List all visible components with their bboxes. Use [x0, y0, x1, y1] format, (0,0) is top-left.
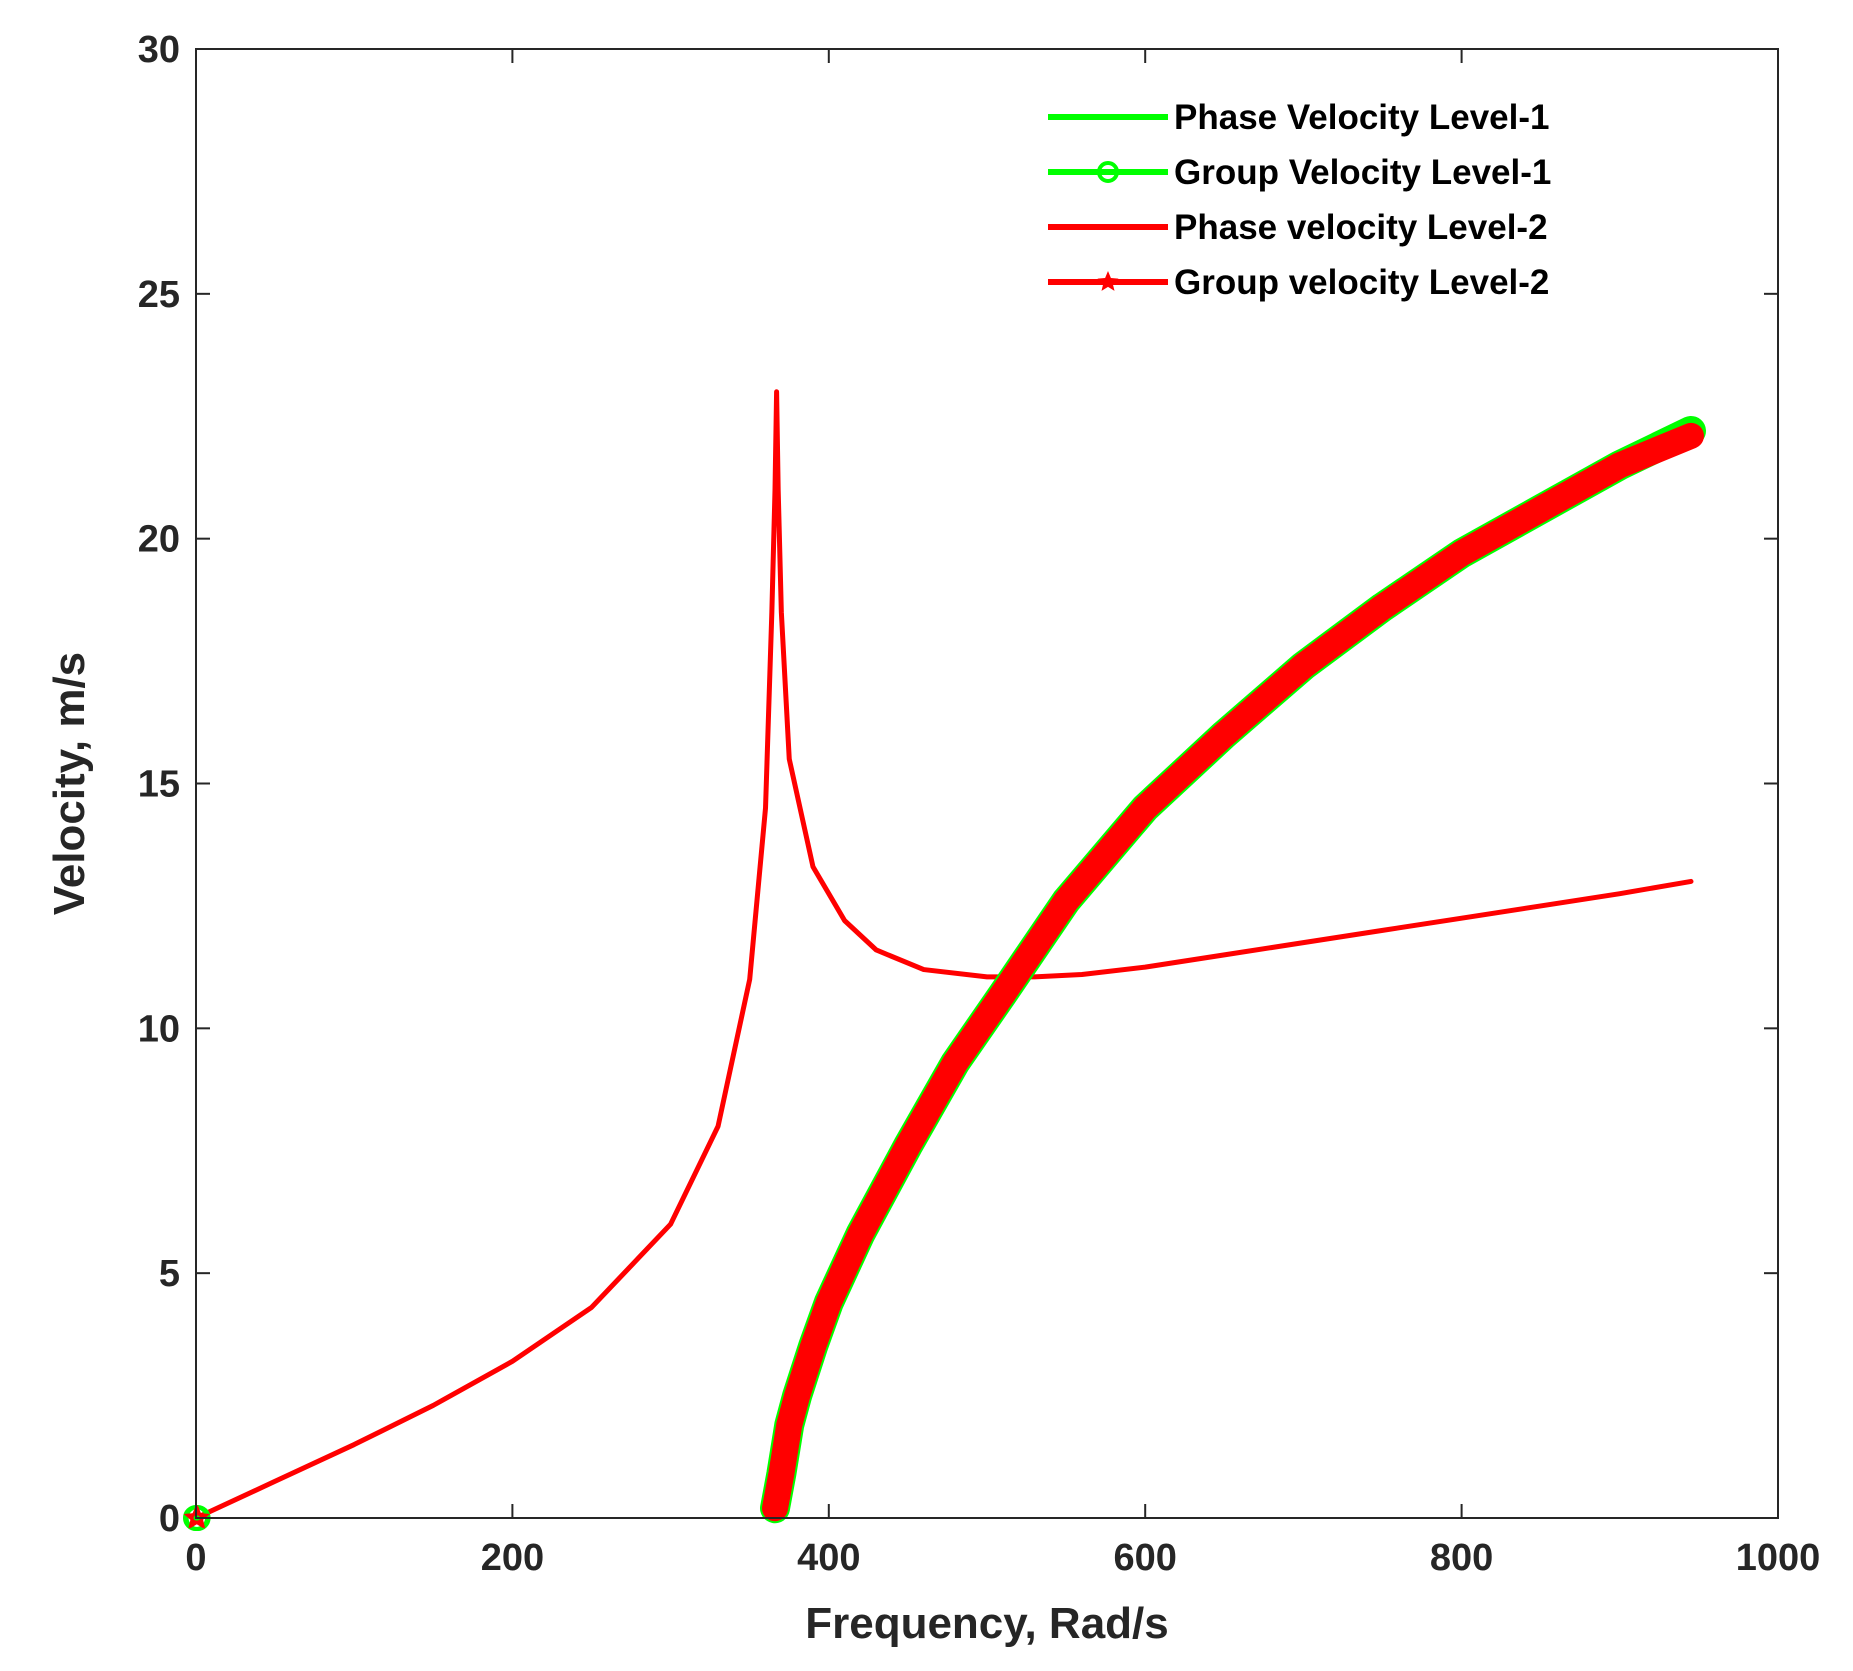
y-tick-label: 30 [138, 29, 180, 71]
x-tick-label: 800 [1430, 1537, 1493, 1579]
x-axis-label: Frequency, Rad/s [805, 1599, 1169, 1648]
x-tick-label: 1000 [1736, 1537, 1821, 1579]
data-point [776, 1412, 802, 1436]
data-point [1449, 540, 1474, 564]
y-tick-label: 25 [138, 274, 180, 316]
data-point [1291, 653, 1316, 677]
y-tick-label: 5 [159, 1253, 180, 1295]
series-3 [183, 422, 1704, 1529]
data-point [1211, 721, 1237, 746]
data-point [1132, 795, 1158, 819]
legend-label: Group velocity Level-2 [1174, 263, 1549, 302]
data-point [816, 1289, 842, 1314]
data-point [943, 1049, 968, 1074]
legend-item: Group velocity Level-2 [1048, 263, 1549, 302]
y-tick-label: 20 [138, 519, 180, 561]
y-tick-label: 0 [159, 1498, 180, 1540]
legend-label: Group Velocity Level-1 [1174, 153, 1551, 192]
y-tick-label: 15 [138, 764, 180, 806]
x-tick-label: 400 [797, 1537, 860, 1579]
data-point [895, 1132, 921, 1157]
legend-item: Phase velocity Level-2 [1048, 208, 1548, 247]
data-point [1607, 452, 1633, 476]
legend-label: Phase velocity Level-2 [1174, 208, 1548, 247]
x-tick-label: 0 [185, 1537, 206, 1579]
data-point [1528, 496, 1554, 520]
legend-label: Phase Velocity Level-1 [1174, 98, 1549, 137]
legend-item: Phase Velocity Level-1 [1048, 98, 1549, 137]
data-point [784, 1382, 810, 1407]
data-point [990, 981, 1016, 1005]
data-point [848, 1221, 873, 1245]
x-tick-label: 200 [481, 1537, 544, 1579]
series-2 [193, 389, 1694, 1521]
ticks-layer: 0 200 400 600 800 1000 0 5 10 15 20 25 30 [138, 29, 1821, 1579]
data-point [1053, 888, 1079, 912]
x-tick-label: 600 [1113, 1537, 1176, 1579]
y-axis-label: Velocity, m/s [45, 652, 94, 915]
y-tick-label: 10 [138, 1008, 180, 1050]
legend: Phase Velocity Level-1 Group Velocity Lev… [1048, 98, 1551, 302]
data-point [762, 1495, 788, 1519]
data-point [769, 1460, 794, 1485]
series-line [193, 389, 1694, 1521]
series-layer [183, 389, 1706, 1531]
legend-marker [1097, 161, 1119, 183]
legend-marker [1097, 271, 1119, 291]
data-point [1678, 422, 1704, 447]
legend-item: Group Velocity Level-1 [1048, 153, 1551, 192]
data-point [1370, 594, 1395, 618]
data-point [800, 1333, 826, 1358]
